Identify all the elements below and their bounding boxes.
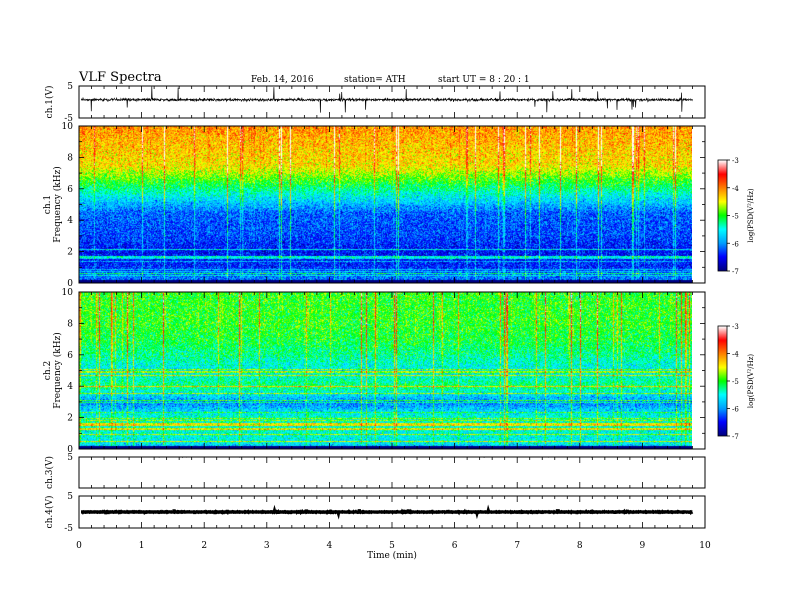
- y-axis-label: Frequency (kHz): [52, 332, 63, 409]
- y-tick-label: 10: [62, 122, 74, 132]
- x-tick-label: 9: [640, 541, 646, 551]
- colorbar-label: log(PSD(V²/Hz): [747, 354, 755, 409]
- y-tick-label: -5: [64, 114, 73, 124]
- x-tick-label: 10: [699, 541, 711, 551]
- y-tick-label: 5: [67, 82, 73, 92]
- station-label: station= ATH: [344, 75, 406, 85]
- y-tick-label: 8: [67, 153, 73, 163]
- colorbar-tick-label: -6: [732, 406, 739, 414]
- y-axis-label: ch.3(V): [44, 456, 55, 489]
- x-tick-label: 6: [452, 541, 458, 551]
- colorbar-tick-label: -6: [732, 240, 739, 248]
- y-tick-label: -5: [64, 524, 73, 534]
- spectrogram-image-2: [79, 292, 692, 449]
- colorbar-tick-label: -3: [732, 157, 739, 165]
- y-tick-label: 2: [67, 414, 73, 424]
- colorbar-tick-label: -5: [732, 213, 739, 221]
- y-tick-label: 5: [67, 492, 73, 502]
- y-tick-label: 10: [62, 288, 74, 298]
- x-tick-label: 8: [577, 541, 583, 551]
- spectrogram-image-1: [79, 126, 692, 283]
- y-tick-label: 4: [67, 216, 73, 226]
- colorbar-tick-label: -7: [732, 268, 739, 276]
- x-tick-label: 1: [139, 541, 145, 551]
- start-ut-label: start UT = 8 : 20 : 1: [438, 75, 530, 85]
- figure-title: VLF Spectra: [79, 70, 162, 85]
- y-axis-label: ch.1(V): [44, 86, 55, 119]
- y-tick-label: 0: [67, 445, 73, 455]
- y-tick-label: 2: [67, 248, 73, 258]
- y-axis-label: Frequency (kHz): [52, 166, 63, 243]
- x-tick-label: 0: [76, 541, 82, 551]
- colorbar-tick-label: -4: [732, 351, 739, 359]
- x-tick-label: 4: [327, 541, 333, 551]
- colorbar-tick-label: -3: [732, 323, 739, 331]
- colorbar-2: [718, 326, 727, 436]
- y-tick-label: 6: [67, 185, 73, 195]
- x-tick-label: 3: [264, 541, 270, 551]
- y-tick-label: 0: [67, 279, 73, 289]
- y-tick-label: 4: [67, 382, 73, 392]
- waveform-ch1-waveform: [80, 86, 693, 113]
- y-tick-label: 8: [67, 319, 73, 329]
- colorbar-tick-label: -4: [732, 185, 739, 193]
- colorbar-1: [718, 160, 727, 271]
- date-label: Feb. 14, 2016: [251, 75, 314, 85]
- colorbar-tick-label: -5: [732, 378, 739, 386]
- y-tick-label: 6: [67, 351, 73, 361]
- x-axis-label: Time (min): [367, 550, 417, 561]
- x-tick-label: 7: [514, 541, 520, 551]
- x-tick-label: 5: [389, 541, 395, 551]
- y-axis-channel-label: ch.1: [43, 195, 53, 214]
- waveform-ch4-waveform: [80, 504, 694, 520]
- y-axis-channel-label: ch.2: [43, 361, 53, 380]
- y-axis-label: ch.4(V): [44, 496, 55, 529]
- y-tick-label: 5: [67, 453, 73, 463]
- colorbar-label: log(PSD(V²/Hz): [747, 188, 755, 243]
- x-tick-label: 2: [201, 541, 207, 551]
- colorbar-tick-label: -7: [732, 433, 739, 441]
